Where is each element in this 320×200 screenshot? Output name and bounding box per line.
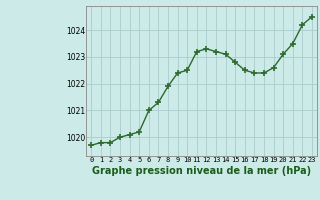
X-axis label: Graphe pression niveau de la mer (hPa): Graphe pression niveau de la mer (hPa) xyxy=(92,166,311,176)
